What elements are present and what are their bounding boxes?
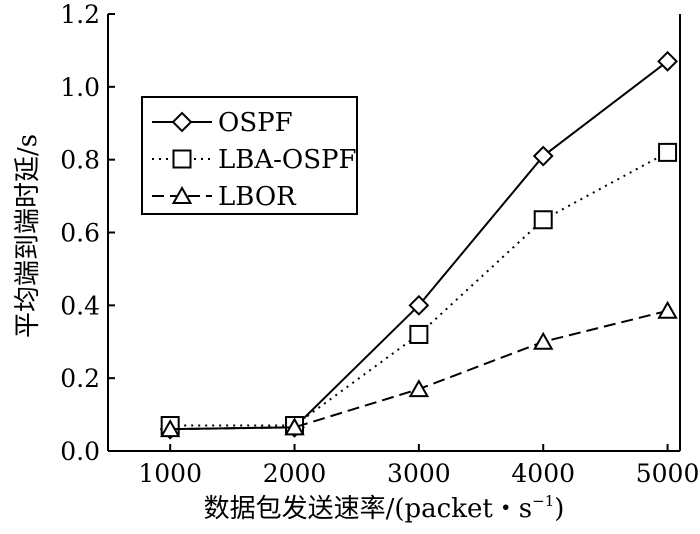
data-point-lba-ospf bbox=[409, 324, 429, 344]
legend: OSPF LBA-OSPF LBOR bbox=[141, 96, 358, 215]
data-point-ospf bbox=[532, 145, 554, 167]
data-point-lbor bbox=[408, 379, 430, 398]
x-axis-title-superscript: −1 bbox=[532, 492, 554, 510]
y-tick-label: 0.6 bbox=[60, 219, 100, 248]
data-point-lbor bbox=[159, 419, 181, 438]
x-axis-title: 数据包发送速率/(packet・s−1) bbox=[204, 492, 565, 524]
series-layer bbox=[159, 50, 678, 440]
y-tick-label: 0.2 bbox=[60, 364, 100, 393]
series-lbor bbox=[159, 300, 678, 438]
data-point-lbor bbox=[533, 331, 554, 350]
y-tick-label: 1.2 bbox=[60, 0, 100, 29]
y-tick-label: 1.0 bbox=[60, 73, 100, 102]
data-point-ospf bbox=[408, 294, 430, 316]
x-tick-label: 1000 bbox=[138, 459, 202, 488]
x-axis-title-main: 数据包发送速率/(packet・s bbox=[204, 494, 533, 524]
x-tick-label: 5000 bbox=[636, 459, 700, 488]
data-point-lba-ospf bbox=[533, 210, 553, 230]
y-tick-label: 0.4 bbox=[60, 291, 100, 320]
data-point-lba-ospf bbox=[658, 142, 678, 162]
y-tick-label: 0.8 bbox=[60, 146, 100, 175]
data-point-lbor bbox=[284, 417, 305, 436]
legend-marker-ospf bbox=[171, 111, 193, 133]
x-tick-label: 4000 bbox=[511, 459, 575, 488]
legend-label-lbor: LBOR bbox=[218, 182, 297, 212]
data-point-ospf bbox=[657, 50, 678, 72]
x-axis-title-end: ) bbox=[554, 494, 564, 524]
data-point-lbor bbox=[657, 300, 678, 319]
legend-label-ospf: OSPF bbox=[218, 108, 293, 138]
legend-marker-lbor bbox=[171, 185, 193, 204]
legend-marker-lba-ospf bbox=[172, 149, 192, 169]
y-tick-label: 0.0 bbox=[60, 437, 100, 466]
x-tick-label: 3000 bbox=[387, 459, 451, 488]
legend-label-lba-ospf: LBA-OSPF bbox=[218, 145, 357, 175]
axes: 0.0 0.2 0.4 0.6 0.8 1.0 1.2 1000 2000 3000 4000 500… bbox=[60, 0, 699, 488]
y-axis-title: 平均端到端时延/s bbox=[13, 134, 43, 338]
x-tick-label: 2000 bbox=[263, 459, 327, 488]
